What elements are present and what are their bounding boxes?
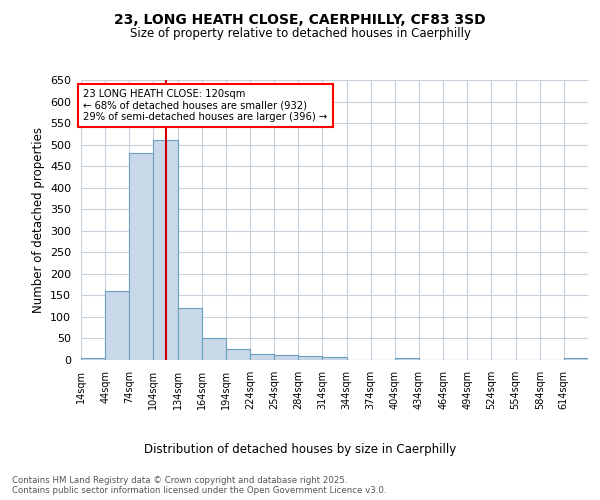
Bar xyxy=(322,356,347,360)
Bar xyxy=(226,349,250,360)
Bar xyxy=(274,355,298,360)
Bar xyxy=(250,354,274,360)
Bar xyxy=(564,358,588,360)
Text: Size of property relative to detached houses in Caerphilly: Size of property relative to detached ho… xyxy=(130,28,470,40)
Bar xyxy=(81,358,105,360)
Text: 23 LONG HEATH CLOSE: 120sqm
← 68% of detached houses are smaller (932)
29% of se: 23 LONG HEATH CLOSE: 120sqm ← 68% of det… xyxy=(83,88,328,122)
Text: Distribution of detached houses by size in Caerphilly: Distribution of detached houses by size … xyxy=(144,442,456,456)
Bar xyxy=(395,358,419,360)
Y-axis label: Number of detached properties: Number of detached properties xyxy=(32,127,44,313)
Bar xyxy=(178,308,202,360)
Bar xyxy=(105,291,129,360)
Text: Contains HM Land Registry data © Crown copyright and database right 2025.
Contai: Contains HM Land Registry data © Crown c… xyxy=(12,476,386,495)
Text: 23, LONG HEATH CLOSE, CAERPHILLY, CF83 3SD: 23, LONG HEATH CLOSE, CAERPHILLY, CF83 3… xyxy=(114,12,486,26)
Bar xyxy=(202,338,226,360)
Bar xyxy=(129,153,154,360)
Bar xyxy=(298,356,322,360)
Bar xyxy=(154,140,178,360)
